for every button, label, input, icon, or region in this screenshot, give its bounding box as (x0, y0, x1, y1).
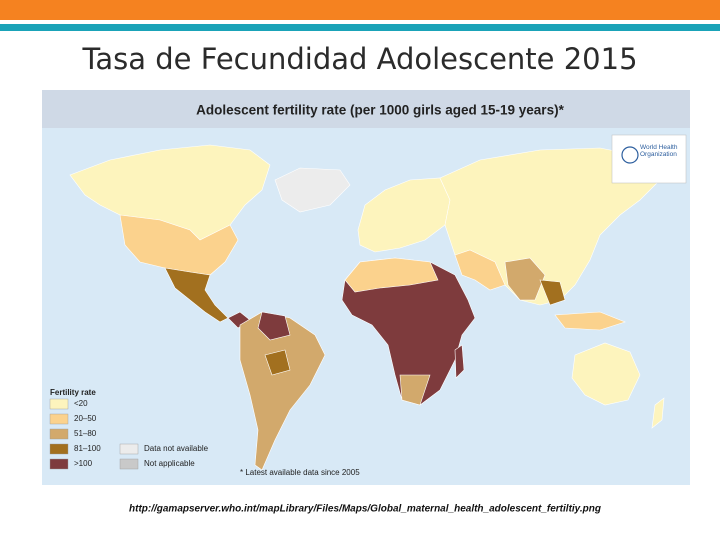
legend-bg (44, 382, 240, 483)
southeast-asia (539, 279, 566, 306)
legend-swatch (49, 398, 69, 410)
logo-text: World Health Organization (640, 144, 678, 158)
map-title: Adolescent fertility rate (per 1000 girl… (196, 103, 564, 118)
map-header (42, 90, 690, 128)
bolivia (264, 349, 291, 376)
legend-swatch (119, 443, 139, 455)
map-note: * Latest available data since 2005 (240, 468, 360, 477)
top-bar (0, 0, 720, 20)
legend-label: Data not available (144, 444, 209, 453)
logo-box (611, 134, 687, 184)
source-url: http://gamapserver.who.int/mapLibrary/Fi… (129, 504, 601, 515)
middle-east (454, 249, 506, 291)
legend-label: 51–80 (74, 429, 97, 438)
legend-label: 81–100 (74, 444, 101, 453)
legend-swatch (49, 413, 69, 425)
new-zealand (651, 397, 665, 429)
legend-label: Not applicable (144, 459, 195, 468)
legend-swatch (49, 443, 69, 455)
legend-label: 20–50 (74, 414, 97, 423)
southern-africa (399, 374, 431, 406)
venezuela (257, 311, 291, 341)
legend-swatch (49, 428, 69, 440)
madagascar (454, 344, 465, 379)
indonesia (554, 311, 626, 331)
accent-bar (0, 24, 720, 31)
logo-emblem (621, 146, 639, 164)
legend-label: >100 (74, 459, 93, 468)
south-asia (504, 257, 546, 301)
australia (571, 342, 641, 406)
map: Adolescent fertility rate (per 1000 girl… (42, 90, 690, 485)
canada (69, 144, 271, 241)
greenland (274, 167, 351, 213)
legend-label: <20 (74, 399, 88, 408)
legend: Fertility rate <20 20–50 51–80 81–100 >100 Da… (44, 382, 240, 483)
logo-text-box: World Health Organization (640, 144, 678, 158)
slide-title: Tasa de Fecundidad Adolescente 2015 (81, 42, 637, 76)
legend-swatch (119, 458, 139, 470)
south-america (239, 311, 326, 471)
north-africa (344, 257, 439, 293)
usa (119, 214, 239, 276)
land (69, 144, 665, 471)
legend-title: Fertility rate (50, 388, 96, 397)
legend-swatch (49, 458, 69, 470)
